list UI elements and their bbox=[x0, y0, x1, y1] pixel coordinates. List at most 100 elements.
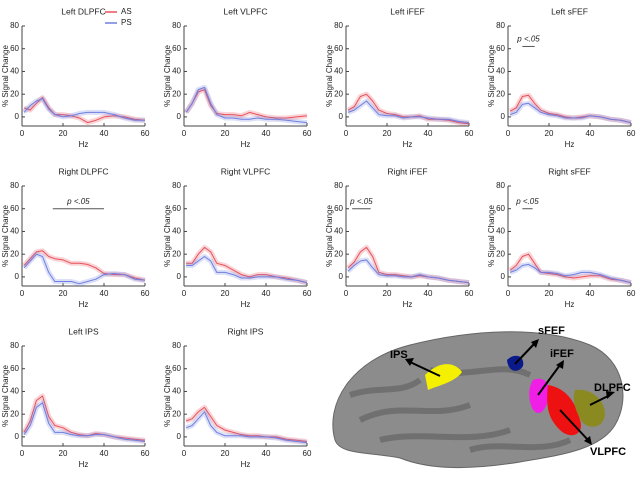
chart-title: Left VLPFC bbox=[224, 6, 268, 16]
y-tick-label: 0 bbox=[15, 272, 20, 281]
x-tick-label: 0 bbox=[182, 289, 187, 298]
brain-sulci bbox=[349, 366, 572, 453]
significance-label: p <.05 bbox=[66, 197, 90, 206]
chart-title: Right IPS bbox=[228, 326, 264, 336]
x-tick-label: 40 bbox=[100, 449, 109, 458]
y-tick-label: 20 bbox=[334, 249, 343, 258]
y-tick-label: 0 bbox=[501, 272, 506, 281]
y-tick-label: 0 bbox=[339, 272, 344, 281]
y-tick-label: 80 bbox=[10, 181, 19, 190]
x-axis-label: Hz bbox=[403, 140, 413, 149]
x-tick-label: 60 bbox=[141, 289, 150, 298]
chart-title: Right sFEF bbox=[548, 166, 591, 176]
y-tick-label: 0 bbox=[15, 112, 20, 121]
y-tick-label: 80 bbox=[496, 181, 505, 190]
y-tick-label: 0 bbox=[177, 432, 182, 441]
y-tick-label: 60 bbox=[10, 204, 19, 213]
x-tick-label: 0 bbox=[182, 129, 187, 138]
series-line bbox=[23, 253, 146, 285]
x-tick-label: 0 bbox=[344, 129, 349, 138]
series-line bbox=[23, 250, 146, 281]
y-tick-label: 20 bbox=[334, 89, 343, 98]
y-axis-label: % Signal Change bbox=[163, 45, 172, 107]
x-tick-label: 40 bbox=[424, 289, 433, 298]
y-tick-label: 40 bbox=[10, 227, 19, 236]
x-axis-label: Hz bbox=[79, 460, 89, 469]
brain-label: iFEF bbox=[550, 348, 574, 360]
series-line bbox=[185, 411, 308, 444]
chart-title: Left IPS bbox=[68, 326, 99, 336]
y-tick-label: 40 bbox=[10, 387, 19, 396]
significance-label: p <.05 bbox=[349, 197, 373, 206]
y-tick-label: 80 bbox=[10, 341, 19, 350]
x-axis-label: Hz bbox=[241, 460, 251, 469]
x-tick-label: 20 bbox=[545, 289, 554, 298]
series-line bbox=[186, 256, 308, 284]
y-axis-label: % Signal Change bbox=[325, 205, 334, 267]
x-tick-label: 20 bbox=[59, 129, 68, 138]
x-axis-label: Hz bbox=[403, 300, 413, 309]
arrow-heads bbox=[405, 339, 615, 445]
y-tick-label: 20 bbox=[10, 89, 19, 98]
x-tick-label: 40 bbox=[586, 289, 595, 298]
x-tick-label: 60 bbox=[465, 129, 474, 138]
x-tick-label: 20 bbox=[383, 289, 392, 298]
y-axis-label: % Signal Change bbox=[487, 45, 496, 107]
legend-label: AS bbox=[121, 7, 132, 16]
series-line bbox=[185, 406, 308, 442]
x-tick-label: 60 bbox=[627, 289, 636, 298]
y-tick-label: 40 bbox=[10, 67, 19, 76]
y-axis-label: % Signal Change bbox=[1, 45, 10, 107]
x-axis-label: Hz bbox=[565, 140, 575, 149]
y-tick-label: 20 bbox=[172, 409, 181, 418]
series-line bbox=[347, 259, 470, 284]
y-tick-label: 80 bbox=[172, 21, 181, 30]
dlpfc-region bbox=[573, 389, 605, 427]
y-tick-label: 20 bbox=[496, 249, 505, 258]
y-tick-label: 40 bbox=[334, 227, 343, 236]
y-tick-label: 20 bbox=[10, 249, 19, 258]
arrows bbox=[409, 342, 611, 441]
chart-title: Left DLPFC bbox=[61, 6, 105, 16]
brain-label: sFEF bbox=[538, 325, 565, 337]
y-tick-label: 60 bbox=[496, 44, 505, 53]
brain-label: DLPFC bbox=[594, 382, 631, 394]
y-tick-label: 60 bbox=[172, 204, 181, 213]
chart-title: Right iFEF bbox=[387, 166, 427, 176]
chart-title: Left sFEF bbox=[551, 6, 588, 16]
x-tick-label: 40 bbox=[262, 289, 271, 298]
y-tick-label: 60 bbox=[496, 204, 505, 213]
x-tick-label: 40 bbox=[100, 289, 109, 298]
x-tick-label: 0 bbox=[182, 449, 187, 458]
series-line bbox=[185, 89, 308, 119]
y-tick-label: 0 bbox=[15, 432, 20, 441]
x-tick-label: 20 bbox=[383, 129, 392, 138]
x-tick-label: 20 bbox=[221, 129, 230, 138]
y-tick-label: 60 bbox=[172, 44, 181, 53]
series-line bbox=[186, 246, 308, 284]
series-line bbox=[509, 102, 632, 124]
x-tick-label: 40 bbox=[424, 129, 433, 138]
y-tick-label: 80 bbox=[172, 181, 181, 190]
x-tick-label: 40 bbox=[586, 129, 595, 138]
x-tick-label: 60 bbox=[465, 289, 474, 298]
y-tick-label: 80 bbox=[334, 181, 343, 190]
y-tick-label: 80 bbox=[496, 21, 505, 30]
x-tick-label: 20 bbox=[59, 289, 68, 298]
y-tick-label: 40 bbox=[172, 387, 181, 396]
y-tick-label: 40 bbox=[496, 227, 505, 236]
y-tick-label: 0 bbox=[177, 112, 182, 121]
x-tick-label: 0 bbox=[506, 289, 511, 298]
y-tick-label: 20 bbox=[172, 89, 181, 98]
x-tick-label: 0 bbox=[344, 289, 349, 298]
chart-title: Right VLPFC bbox=[221, 166, 271, 176]
series-line bbox=[347, 100, 470, 124]
x-tick-label: 60 bbox=[303, 449, 312, 458]
x-tick-label: 20 bbox=[545, 129, 554, 138]
series-line bbox=[185, 86, 308, 124]
brain-illustration: IPS sFEF iFEF DLPFC VLPFC bbox=[332, 325, 631, 469]
y-axis-label: % Signal Change bbox=[163, 365, 172, 427]
x-tick-label: 40 bbox=[262, 449, 271, 458]
series-line bbox=[509, 263, 632, 284]
